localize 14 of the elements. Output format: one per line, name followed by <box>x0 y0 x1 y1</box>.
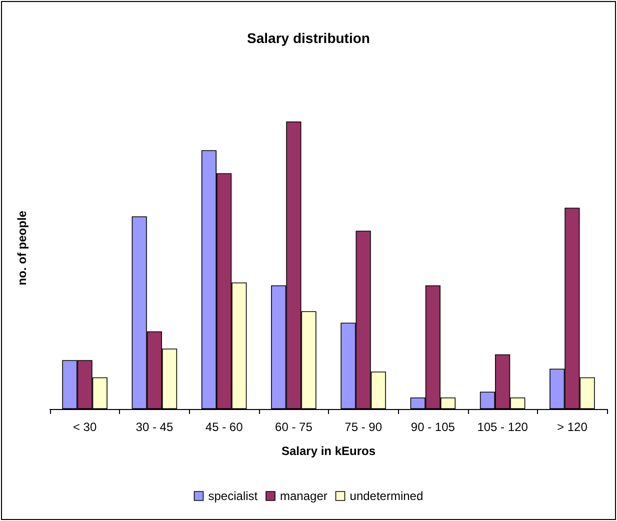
x-tick-label: 90 - 105 <box>410 420 456 434</box>
x-tick-label: 105 - 120 <box>477 420 528 434</box>
y-axis-title: no. of people <box>15 210 29 286</box>
legend-label: undetermined <box>350 489 424 503</box>
x-axis-title: Salary in kEuros <box>281 444 376 458</box>
x-tick-label: 60 - 75 <box>275 420 313 434</box>
chart-title: Salary distribution <box>247 30 370 46</box>
x-tick-label: 30 - 45 <box>136 420 174 434</box>
x-tick-label: > 120 <box>557 420 588 434</box>
x-tick-label: < 30 <box>72 420 97 434</box>
legend-label: manager <box>280 489 328 503</box>
x-tick-label: 45 - 60 <box>205 420 244 434</box>
legend-label: specialist <box>208 489 258 503</box>
x-tick-label: 75 - 90 <box>344 420 382 434</box>
